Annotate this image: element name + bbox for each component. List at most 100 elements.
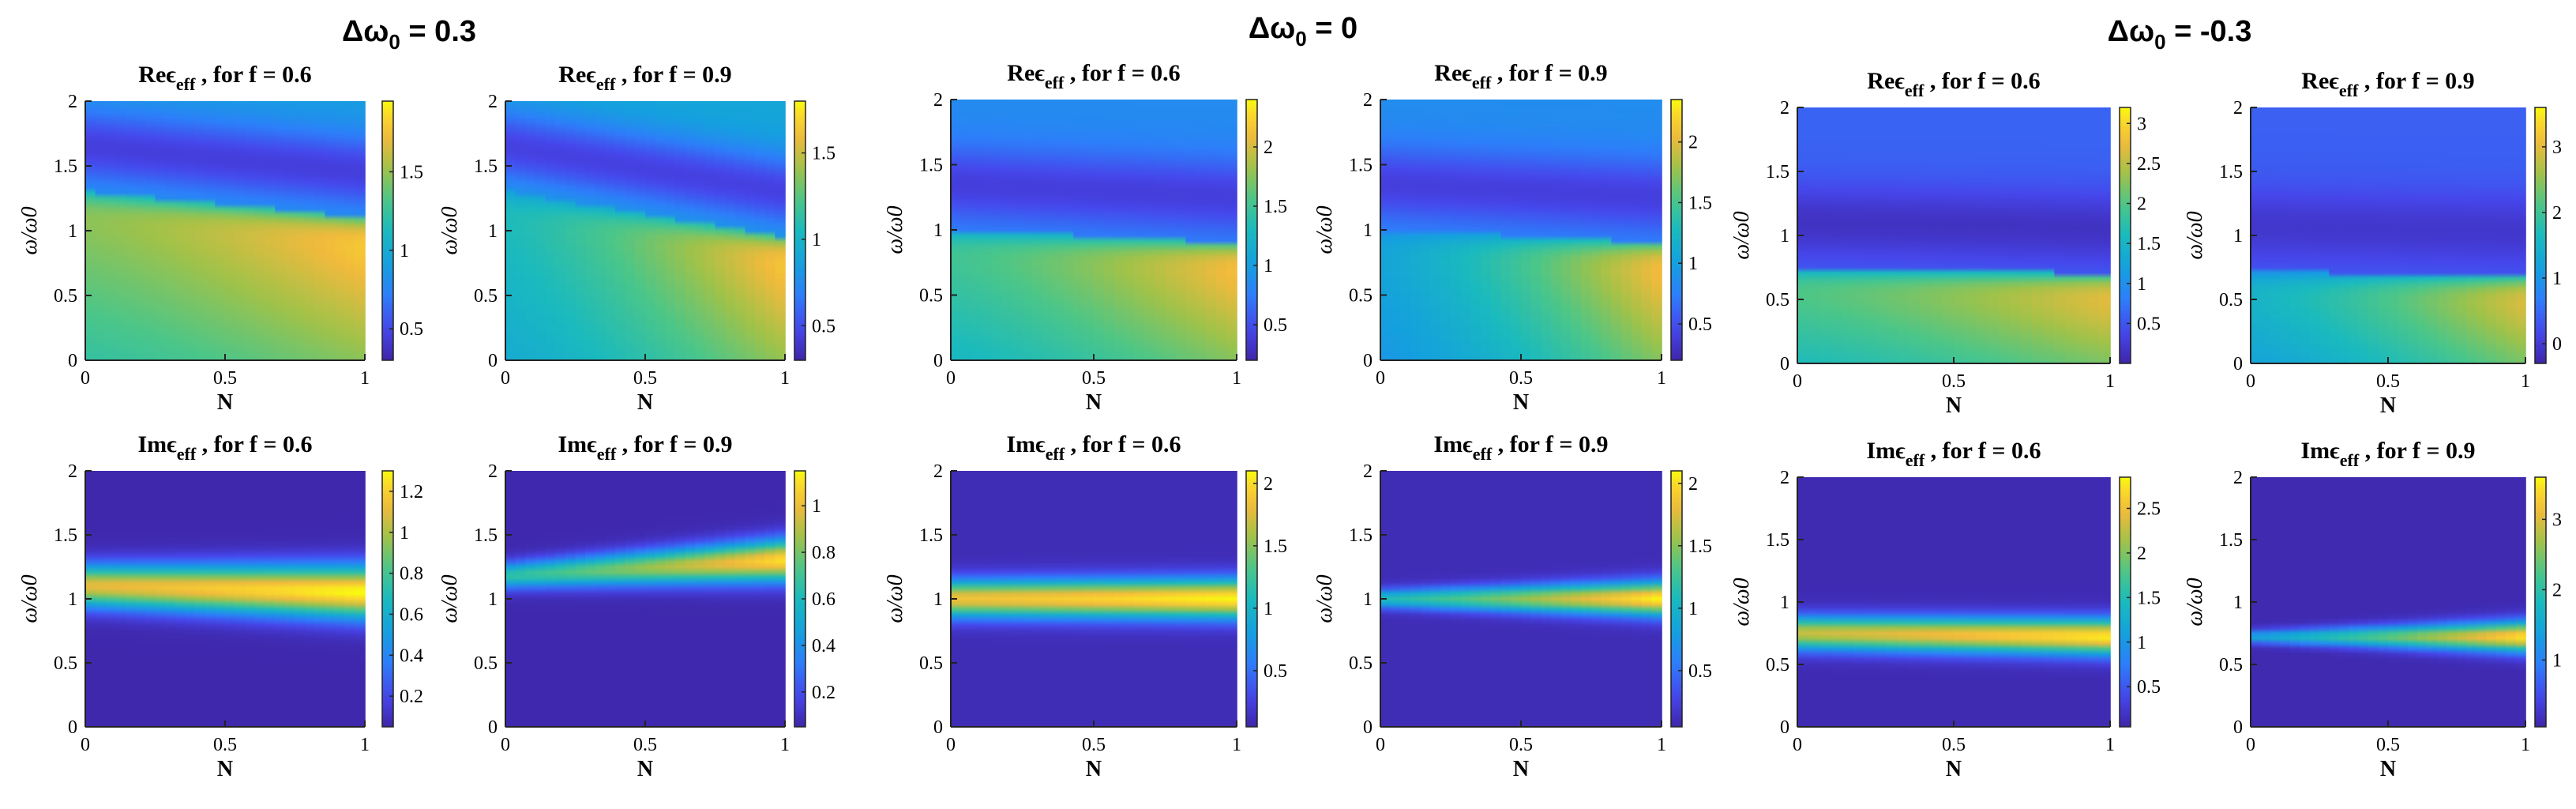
heatmap-band: [645, 471, 656, 727]
x-tick-label: 0: [1376, 368, 1385, 389]
heatmap-band: [2457, 107, 2468, 363]
x-tick-label: 0.5: [1509, 735, 1533, 755]
colorbar-tick-label: 1.5: [1264, 536, 1287, 557]
heatmap-band: [1175, 471, 1187, 727]
heatmap-band: [314, 101, 326, 360]
panel-title: Reϵeff , for f = 0.6: [138, 62, 311, 94]
heatmap-band: [1631, 471, 1643, 727]
heatmap-band: [1808, 477, 1821, 727]
heatmap-band: [2087, 477, 2100, 727]
colorbar: [1245, 99, 1258, 361]
heatmap-band: [1490, 100, 1502, 360]
heatmap-band: [1942, 477, 1955, 727]
heatmap-band: [1631, 100, 1643, 360]
heatmap-band: [2349, 107, 2360, 363]
heatmap-band: [1987, 107, 2000, 363]
heatmap-band: [1470, 471, 1481, 727]
colorbar-tick-label: 0.5: [400, 319, 423, 340]
heatmap-band: [1103, 471, 1115, 727]
heatmap-band: [635, 471, 646, 727]
heatmap-band: [1053, 100, 1065, 360]
colorbar-tick-label: 1: [2137, 633, 2146, 653]
heatmap-band: [2319, 477, 2330, 727]
y-tick-label: 0: [2233, 717, 2243, 738]
heatmap-band: [2398, 477, 2409, 727]
colorbar: [2119, 476, 2131, 728]
y-tick-label: 1.5: [1766, 530, 1789, 551]
heatmap-band: [1470, 100, 1481, 360]
y-tick-label: 0.5: [1766, 290, 1789, 310]
y-tick-label: 2: [1363, 461, 1372, 482]
heatmap-band: [155, 101, 166, 360]
heatmap-band: [2437, 107, 2448, 363]
heatmap-band: [1196, 471, 1207, 727]
heatmap-band: [1216, 471, 1227, 727]
heatmap-band: [1012, 100, 1023, 360]
heatmap-band: [1451, 471, 1462, 727]
x-tick-label: 0: [1793, 735, 1802, 755]
heatmap-panel-8: 0 0.5 1 0 0.5 1 1.5 2 Nω/ω0 Imϵeff , for f = 0.6 0…: [883, 431, 1287, 781]
heatmap-band: [1460, 100, 1472, 360]
heatmap-band: [2515, 107, 2526, 363]
x-tick-label: 0.5: [1942, 735, 1966, 755]
heatmap-band: [254, 101, 266, 360]
heatmap-band: [745, 101, 756, 360]
heatmap-band: [1887, 107, 1899, 363]
heatmap-band: [1185, 471, 1197, 727]
heatmap-band: [971, 471, 982, 727]
heatmap-band: [1651, 471, 1662, 727]
y-tick-label: 1: [2233, 226, 2243, 246]
x-tick-label: 1: [1657, 368, 1666, 389]
heatmap-band: [1410, 100, 1421, 360]
y-tick-label: 1: [2233, 593, 2243, 613]
heatmap-band: [1591, 100, 1602, 360]
heatmap-band: [2486, 477, 2497, 727]
heatmap-band: [775, 101, 786, 360]
colorbar-tick-label: 0.5: [1264, 661, 1287, 682]
heatmap-band: [1831, 477, 1843, 727]
heatmap-band: [755, 471, 766, 727]
heatmap-band: [1808, 107, 1821, 363]
colorbar-tick-label: 0.5: [2137, 677, 2161, 698]
colorbar-tick-label: 0.4: [812, 636, 836, 657]
heatmap-band: [235, 471, 246, 727]
heatmap-band: [1954, 107, 1966, 363]
heatmap-panel-10: 0 0.5 1 0 0.5 1 1.5 2 Nω/ω0 Imϵeff , for f = 0.6 0…: [1729, 438, 2161, 781]
panel-title: Imϵeff , for f = 0.6: [1866, 438, 2041, 470]
heatmap-band: [1591, 471, 1602, 727]
y-tick-label: 1.5: [2219, 162, 2243, 182]
heatmap-band: [2065, 107, 2078, 363]
x-axis-label: N: [1513, 390, 1529, 415]
heatmap-band: [1440, 100, 1451, 360]
heatmap-band: [2476, 107, 2488, 363]
heatmap-band: [1651, 100, 1662, 360]
heatmap-band: [1134, 471, 1146, 727]
x-tick-label: 1: [2521, 735, 2530, 755]
y-tick-label: 0: [488, 717, 498, 738]
heatmap-band: [2378, 107, 2389, 363]
y-tick-label: 0.5: [54, 286, 77, 307]
heatmap-band: [1124, 100, 1136, 360]
heatmap-band: [2009, 107, 2022, 363]
heatmap-band: [2466, 107, 2477, 363]
y-tick-label: 2: [1363, 90, 1372, 111]
colorbar-tick-label: 1: [2552, 269, 2562, 289]
colorbar-tick-label: 0.4: [400, 645, 423, 666]
heatmap-band: [1521, 100, 1532, 360]
heatmap-band: [1022, 100, 1034, 360]
group-title-2: Δω0 = -0.3: [2108, 15, 2252, 54]
heatmap-band: [1216, 100, 1227, 360]
heatmap-panel-7: 0 0.5 1 0 0.5 1 1.5 2 Nω/ω0 Imϵeff , for f = 0.9 0…: [437, 431, 836, 781]
colorbar-tick-label: 2.5: [2137, 499, 2161, 520]
heatmap-band: [1063, 471, 1074, 727]
panel-title: Reϵeff , for f = 0.6: [1867, 68, 2040, 100]
group-title-0: Δω0 = 0.3: [342, 15, 476, 54]
y-tick-label: 1.5: [54, 156, 77, 177]
x-tick-label: 0: [946, 735, 956, 755]
heatmap-band: [1206, 471, 1217, 727]
heatmap-band: [145, 471, 156, 727]
y-tick-label: 0: [68, 717, 77, 738]
x-tick-label: 0: [501, 735, 510, 755]
x-tick-label: 0: [1376, 735, 1385, 755]
heatmap-band: [1155, 471, 1166, 727]
